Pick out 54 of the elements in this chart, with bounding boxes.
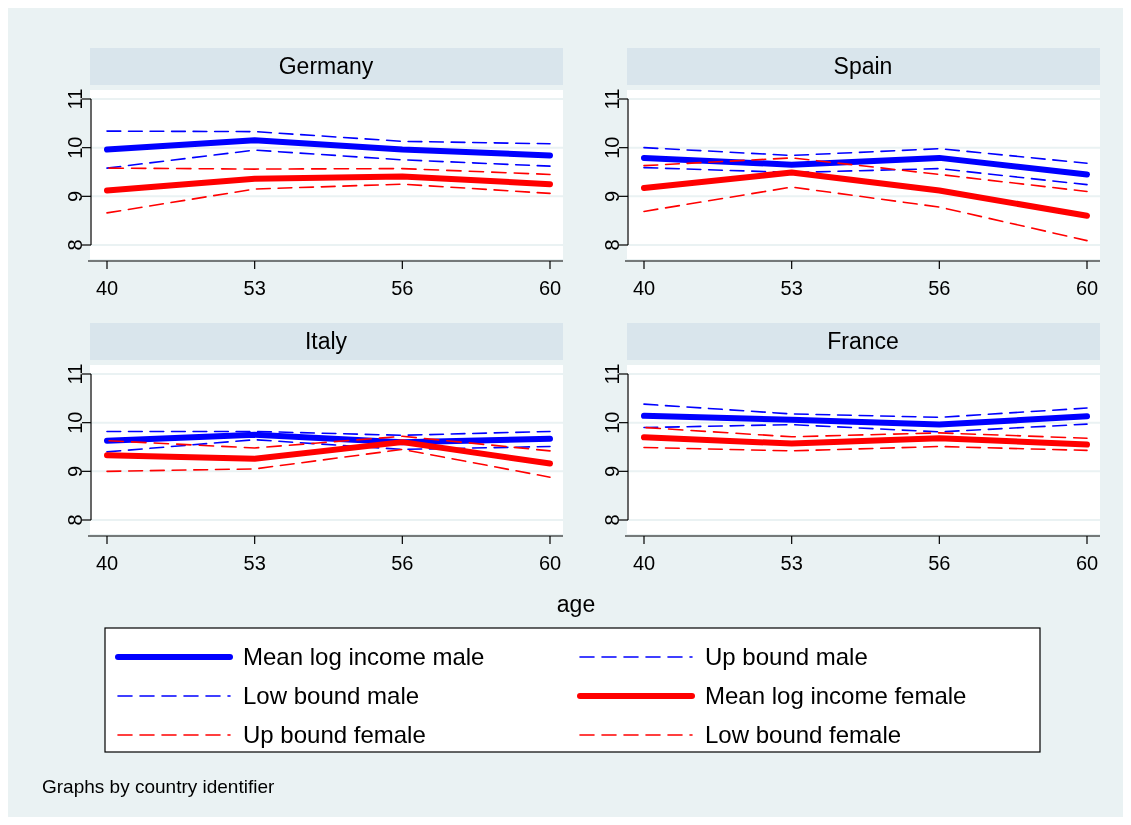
line-series <box>643 157 1088 193</box>
text: Graphs by country identifier <box>42 776 276 797</box>
y-tick-label: 9 <box>601 465 623 477</box>
y-tick-label: 8 <box>64 239 86 251</box>
legend-label: Mean log income male <box>243 643 485 670</box>
legend-label: Up bound female <box>243 721 426 748</box>
y-tick-label: 9 <box>64 190 86 202</box>
y-tick-label: 11 <box>601 88 623 110</box>
line-series <box>106 130 551 145</box>
line-series <box>643 146 1088 165</box>
y-tick-label: 10 <box>64 411 86 434</box>
chart-title: Germany <box>278 53 374 79</box>
y-tick-label: 10 <box>64 136 86 159</box>
x-tick-label: 40 <box>632 552 656 574</box>
line-series <box>106 448 551 478</box>
y-tick-label: 10 <box>601 136 623 159</box>
x-tick-label: 56 <box>391 552 414 574</box>
legend-label: Low bound male <box>243 682 420 709</box>
legend-label: Mean log income female <box>705 682 967 709</box>
chart-title: Spain <box>833 53 893 79</box>
y-tick-label: 11 <box>64 363 86 385</box>
x-tick-label: 60 <box>1075 552 1099 574</box>
x-tick-label: 53 <box>780 277 803 299</box>
x-tick-label: 53 <box>243 277 266 299</box>
x-tick-label: 40 <box>632 277 656 299</box>
x-tick-label: 40 <box>95 552 119 574</box>
x-tick-label: 56 <box>928 552 951 574</box>
x-tick-label: 56 <box>391 277 414 299</box>
x-tick-label: 40 <box>95 277 119 299</box>
x-tick-label: 60 <box>538 552 562 574</box>
chart-title: France <box>827 328 899 354</box>
chart-title: Italy <box>304 328 348 354</box>
y-tick-label: 8 <box>601 514 623 526</box>
x-tick-label: 53 <box>780 552 803 574</box>
line-series <box>643 166 1088 186</box>
legend-label: Low bound female <box>705 721 902 748</box>
x-tick-label: 53 <box>243 552 266 574</box>
y-tick-label: 9 <box>601 190 623 202</box>
y-tick-label: 9 <box>64 465 86 477</box>
x-tick-label: 60 <box>538 277 562 299</box>
line-series <box>106 149 551 169</box>
x-tick-label: 56 <box>928 277 951 299</box>
y-tick-label: 8 <box>64 514 86 526</box>
line-series <box>106 167 551 176</box>
y-tick-label: 11 <box>64 88 86 110</box>
x-tick-label: 60 <box>1075 277 1099 299</box>
y-tick-label: 11 <box>601 363 623 385</box>
y-tick-label: 8 <box>601 239 623 251</box>
line-series <box>106 183 551 214</box>
line-series <box>643 403 1088 419</box>
legend-label: Up bound male <box>705 643 868 670</box>
x-axis-title: age <box>556 591 596 617</box>
y-tick-label: 10 <box>601 411 623 434</box>
line-series <box>643 186 1088 242</box>
